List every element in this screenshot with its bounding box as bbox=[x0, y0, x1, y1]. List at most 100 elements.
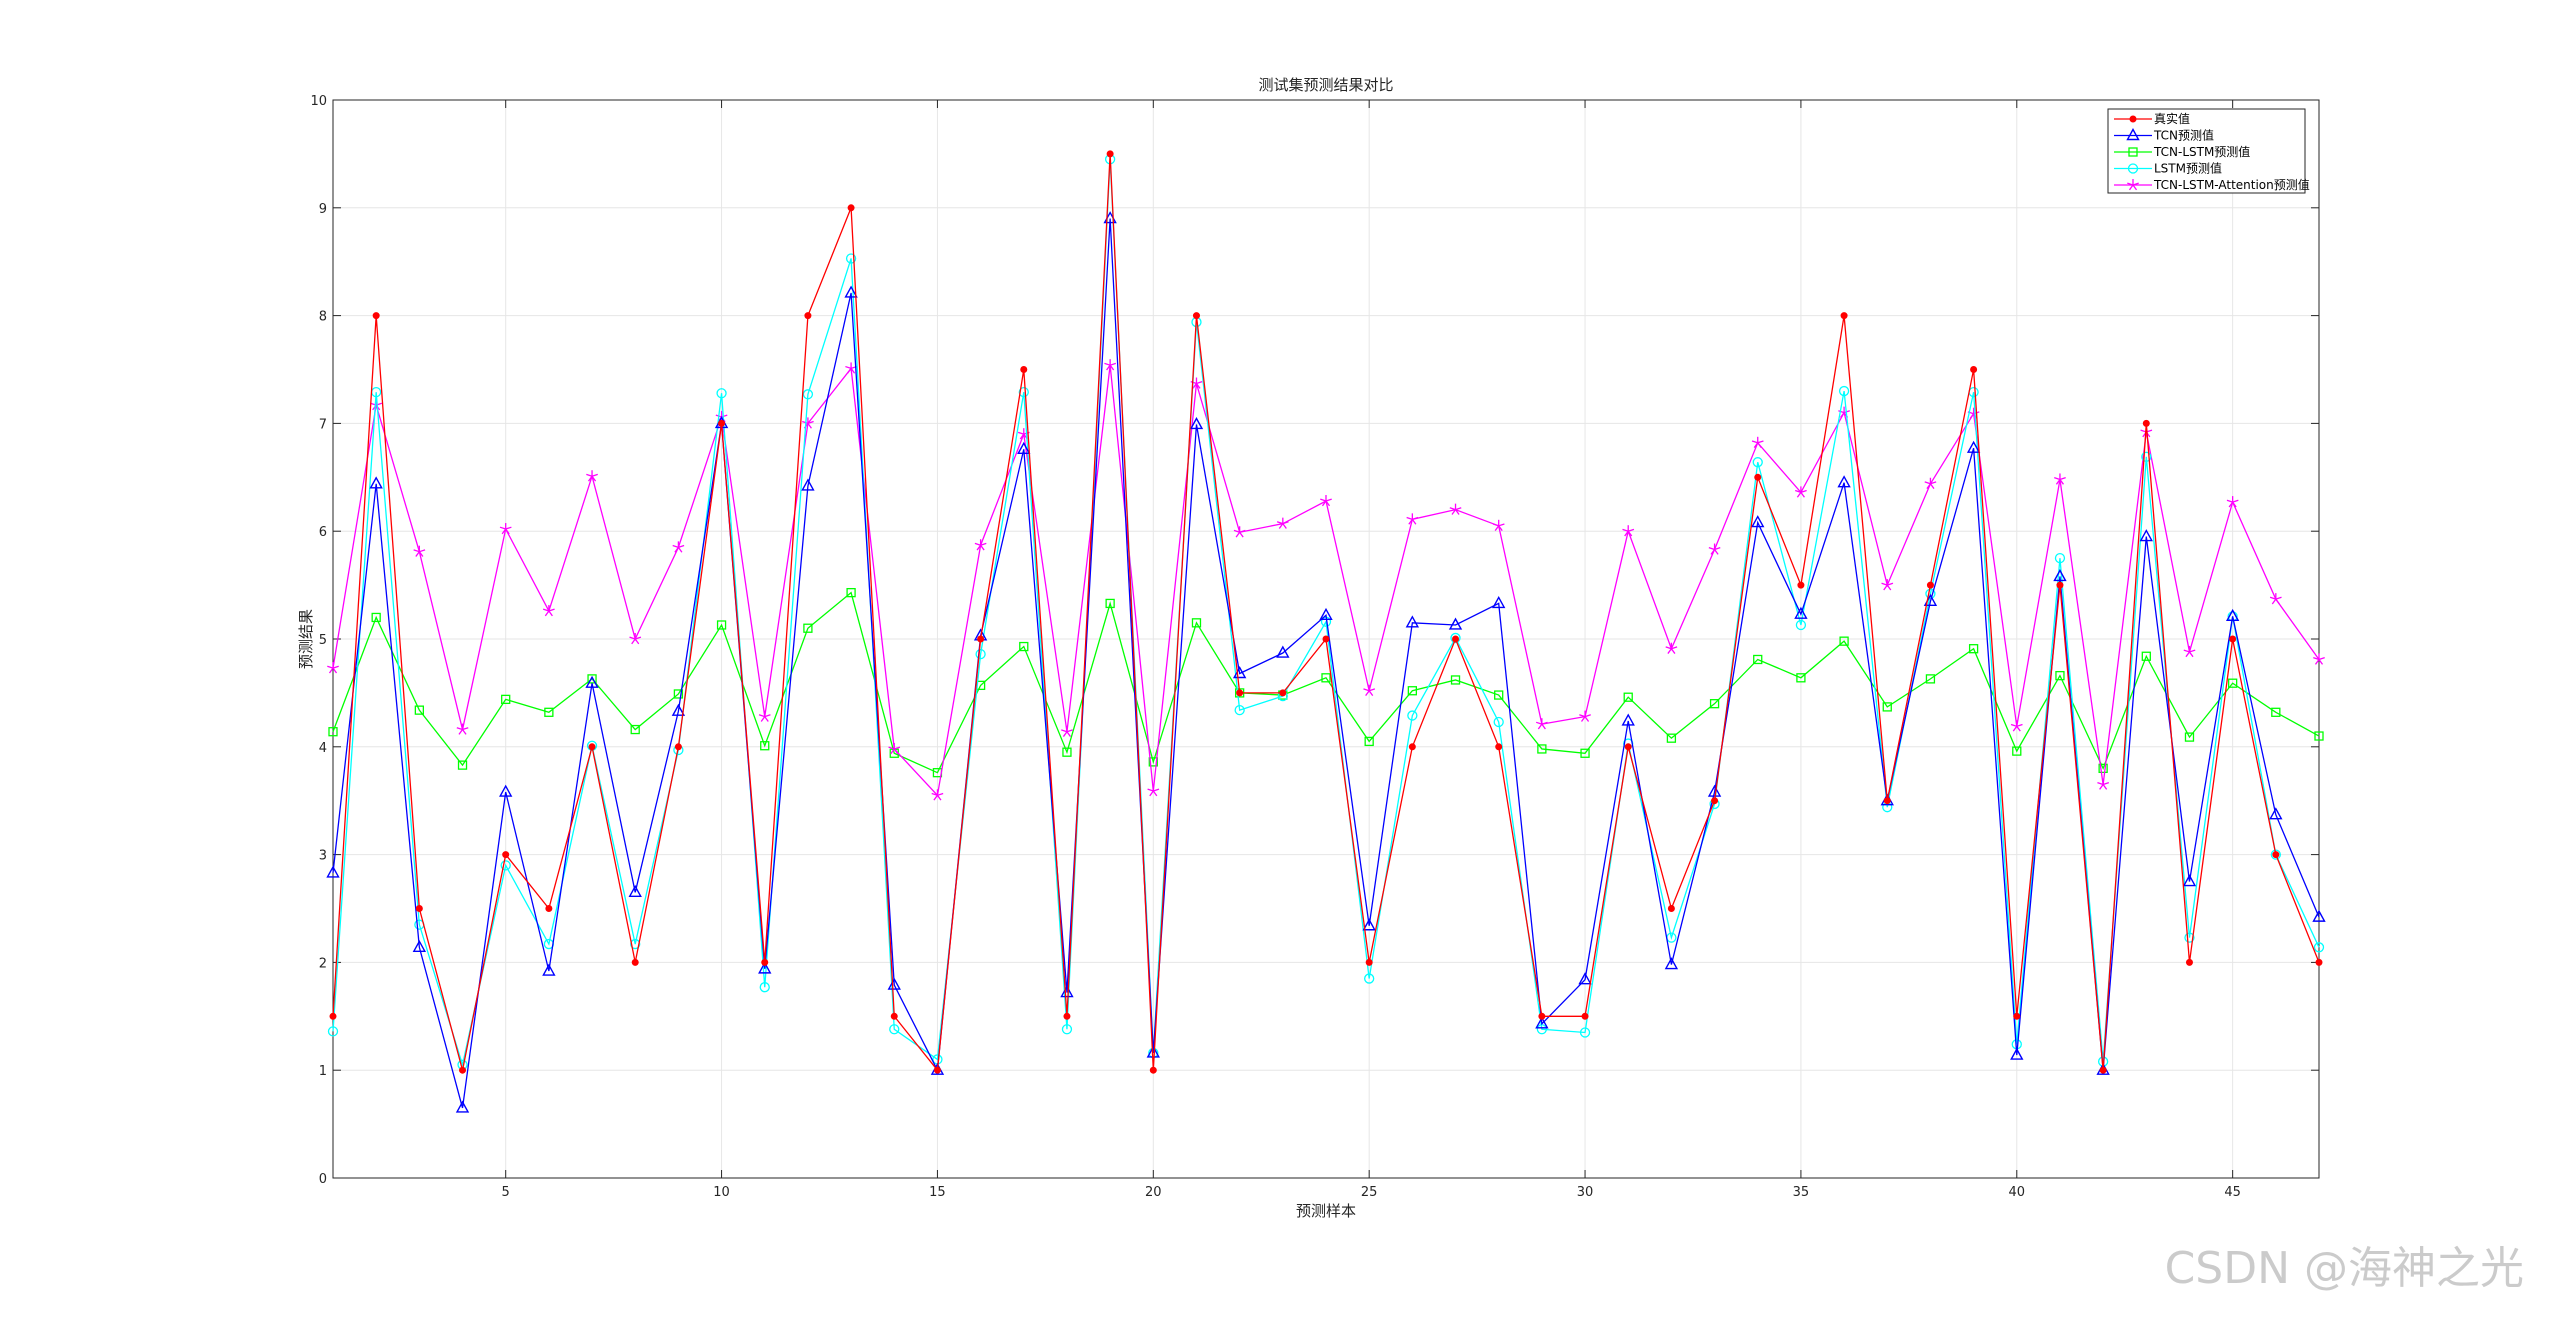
star-ray bbox=[1843, 410, 1850, 414]
star-ray bbox=[1753, 442, 1759, 449]
star-ray bbox=[505, 528, 510, 535]
star-ray bbox=[1149, 790, 1154, 797]
star-ray bbox=[634, 638, 640, 645]
legend-marker bbox=[2127, 163, 2139, 174]
star-ray bbox=[674, 546, 679, 553]
star-ray bbox=[2318, 659, 2324, 665]
series-2-point bbox=[1494, 690, 1504, 700]
series-4-point bbox=[1147, 784, 1160, 797]
series-4-point bbox=[1492, 519, 1505, 532]
series-0-point bbox=[1452, 635, 1460, 643]
star-ray bbox=[1325, 498, 1332, 502]
series-1-point bbox=[542, 963, 556, 976]
series-1-point bbox=[1189, 417, 1204, 430]
series-0-point bbox=[2272, 851, 2280, 859]
series-4-point bbox=[1795, 486, 1807, 498]
series-0-point bbox=[1322, 635, 1330, 643]
series-4-point bbox=[456, 723, 469, 735]
star-ray bbox=[458, 729, 464, 735]
star-ray bbox=[2271, 598, 2277, 605]
series-4-point bbox=[2097, 778, 2110, 790]
star-ray bbox=[1325, 500, 1331, 507]
star-ray bbox=[1627, 530, 1633, 537]
series-2-point bbox=[2055, 671, 2065, 681]
series-1-point bbox=[499, 784, 513, 797]
series-1-point bbox=[326, 865, 340, 878]
legend-marker bbox=[2129, 115, 2137, 123]
series-3-point bbox=[2141, 451, 2152, 462]
series-3-point bbox=[845, 253, 857, 264]
legend-label: LSTM预测值 bbox=[2154, 161, 2222, 176]
star-ray bbox=[591, 475, 597, 482]
series-3-point bbox=[2270, 849, 2281, 860]
series-2-point bbox=[803, 623, 813, 633]
series-0-point bbox=[1624, 743, 1632, 751]
series-2-point bbox=[846, 587, 856, 598]
legend-marker bbox=[2126, 128, 2140, 141]
series-1-point bbox=[1405, 615, 1420, 628]
series-0 bbox=[329, 150, 2323, 1074]
star-ray bbox=[1926, 483, 1931, 490]
series-0-point bbox=[1538, 1012, 1546, 1020]
y-axis: 0 1 2 3 4 5 6 7 8 9 10 bbox=[310, 94, 2319, 1187]
series-3-point bbox=[1493, 716, 1504, 728]
star-ray bbox=[894, 746, 901, 750]
star-ray bbox=[1929, 483, 1935, 490]
series-2-line bbox=[332, 591, 2320, 774]
star-ray bbox=[1066, 731, 1072, 737]
series-2-point bbox=[1019, 641, 1029, 652]
star-ray bbox=[1622, 528, 1629, 532]
x-axis-label: 预测样本 bbox=[1296, 1202, 1356, 1220]
star-ray bbox=[2226, 499, 2233, 503]
watermark: CSDN @海神之光 bbox=[2164, 1243, 2524, 1294]
legend-label: TCN-LSTM-Attention预测值 bbox=[2153, 177, 2310, 192]
series-1-point bbox=[1492, 595, 1506, 609]
star-ray bbox=[847, 368, 852, 374]
y-tick-label: 7 bbox=[319, 417, 327, 432]
star-ray bbox=[976, 544, 982, 551]
star-ray bbox=[1153, 788, 1160, 792]
series-2-point bbox=[1062, 747, 1072, 757]
series-1-point bbox=[1794, 606, 1808, 619]
x-tick-label: 15 bbox=[929, 1185, 946, 1200]
star-ray bbox=[1061, 729, 1068, 733]
series-2-point bbox=[587, 674, 597, 684]
star-ray bbox=[980, 542, 987, 546]
series-2-point bbox=[2271, 707, 2281, 717]
star-ray bbox=[1239, 529, 1246, 533]
series-1-point bbox=[2269, 807, 2283, 820]
star-ray bbox=[1104, 362, 1111, 366]
series-3-point bbox=[1407, 710, 1418, 721]
star-ray bbox=[1147, 788, 1154, 792]
series-0-point bbox=[2099, 1066, 2107, 1074]
series-0-point bbox=[1667, 905, 1675, 912]
star-ray bbox=[413, 549, 420, 553]
series-3-point bbox=[327, 1026, 339, 1037]
star-ray bbox=[1365, 690, 1370, 696]
series-0-point bbox=[459, 1066, 467, 1074]
series-4-point bbox=[1276, 517, 1289, 529]
series-0-point bbox=[977, 635, 985, 643]
series-4-point bbox=[1838, 406, 1850, 418]
series-0-point bbox=[1106, 150, 1114, 158]
x-tick-label: 10 bbox=[713, 1185, 730, 1200]
star-ray bbox=[1757, 440, 1764, 444]
star-ray bbox=[1321, 500, 1327, 507]
star-ray bbox=[544, 610, 550, 617]
series-3-point bbox=[1234, 704, 1245, 716]
star-ray bbox=[760, 716, 766, 722]
series-4-point bbox=[2010, 720, 2023, 732]
series-4-point bbox=[974, 539, 987, 551]
star-ray bbox=[1579, 714, 1586, 718]
series-2-point bbox=[2098, 763, 2108, 774]
series-0-point bbox=[1970, 366, 1978, 373]
series-1-point bbox=[2139, 529, 2153, 542]
star-ray bbox=[1239, 531, 1244, 538]
star-ray bbox=[1584, 716, 1590, 722]
series-0-point bbox=[2229, 635, 2237, 643]
series-2-point bbox=[1968, 644, 1979, 654]
series-4-point bbox=[1665, 642, 1678, 654]
series-2-point bbox=[1537, 744, 1547, 754]
series-3-point bbox=[630, 938, 641, 950]
